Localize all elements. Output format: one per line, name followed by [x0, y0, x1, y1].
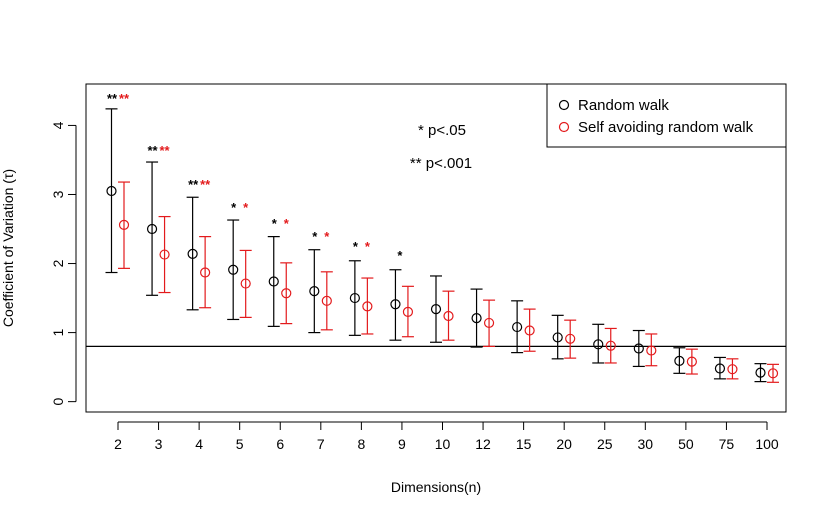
x-axis-label: Dimensions(n): [391, 479, 481, 495]
point-random-walk-20: [552, 332, 563, 343]
x-tick-label-9: 9: [398, 436, 406, 452]
annotation-p001: ** p<.001: [410, 155, 472, 172]
star-self-avoiding-7: *: [324, 229, 330, 244]
x-tick-label-20: 20: [556, 436, 572, 452]
point-random-walk-7: [309, 286, 320, 297]
x-tick-label-100: 100: [755, 436, 779, 452]
x-tick-label-15: 15: [516, 436, 532, 452]
x-tick-label-12: 12: [475, 436, 491, 452]
stars-8: * *: [353, 239, 371, 254]
star-random-walk-4: **: [188, 177, 199, 192]
stars-2: ** **: [107, 91, 130, 106]
x-tick-label-25: 25: [597, 436, 613, 452]
point-self-avoiding-6: [281, 288, 292, 299]
stars-6: * *: [272, 216, 290, 231]
point-self-avoiding-8: [362, 301, 373, 312]
point-random-walk-10: [430, 304, 442, 315]
x-tick-label-30: 30: [638, 436, 654, 452]
point-random-walk-75: [714, 363, 726, 374]
point-random-walk-2: [106, 185, 117, 197]
point-random-walk-9: [390, 299, 401, 310]
x-tick-label-10: 10: [435, 436, 451, 452]
x-tick-label-8: 8: [357, 436, 365, 452]
legend-box: [546, 83, 787, 148]
x-tick-label-7: 7: [317, 436, 325, 452]
point-self-avoiding-30: [646, 345, 657, 356]
stars-7: * *: [312, 229, 330, 244]
star-random-walk-8: *: [353, 239, 359, 254]
point-self-avoiding-9: [402, 306, 414, 317]
point-random-walk-8: [349, 292, 360, 304]
series-layer: [105, 108, 779, 383]
point-random-walk-6: [268, 276, 279, 287]
point-self-avoiding-20: [565, 333, 576, 344]
point-self-avoiding-3: [159, 249, 170, 260]
y-tick-label-3: 3: [50, 190, 66, 198]
point-random-walk-3: [146, 223, 158, 235]
point-self-avoiding-7: [321, 295, 332, 306]
star-self-avoiding-5: *: [243, 200, 249, 215]
series-random-walk: [105, 108, 767, 383]
point-self-avoiding-5: [240, 278, 251, 289]
stars-4: ** **: [188, 177, 211, 192]
star-random-walk-6: *: [272, 216, 278, 231]
stars-5: * *: [231, 200, 249, 215]
y-tick-label-1: 1: [50, 328, 66, 336]
x-tick-label-5: 5: [236, 436, 244, 452]
y-tick-label-0: 0: [50, 398, 66, 406]
star-self-avoiding-6: *: [284, 216, 290, 231]
y-axis-label: Coefficient of Variation (τ): [0, 169, 16, 327]
x-tick-label-50: 50: [678, 436, 694, 452]
point-random-walk-100: [755, 367, 766, 378]
legend-label-self-avoiding: Self avoiding random walk: [578, 119, 754, 136]
point-self-avoiding-10: [443, 310, 454, 322]
star-random-walk-5: *: [231, 200, 237, 215]
legend-marker-random-walk: [558, 99, 570, 111]
plot-frame: [85, 83, 787, 413]
series-self-avoiding: [118, 181, 779, 383]
point-random-walk-50: [674, 355, 685, 367]
x-tick-label-6: 6: [276, 436, 284, 452]
point-random-walk-15: [512, 321, 523, 333]
stars-9: *: [397, 248, 403, 263]
legend-label-random-walk: Random walk: [578, 97, 669, 114]
point-random-walk-5: [228, 264, 239, 275]
point-self-avoiding-100: [767, 368, 779, 379]
point-self-avoiding-50: [686, 356, 697, 367]
point-self-avoiding-75: [727, 364, 738, 375]
star-random-walk-7: *: [312, 229, 318, 244]
legend-marker-self-avoiding: [558, 121, 570, 133]
annotation-p05: * p<.05: [418, 122, 466, 139]
significance-legend: * p<.05 ** p<.001: [410, 122, 472, 172]
point-self-avoiding-4: [200, 267, 211, 278]
star-self-avoiding-4: **: [200, 177, 211, 192]
star-random-walk-2: **: [107, 91, 118, 106]
point-self-avoiding-12: [483, 317, 495, 329]
point-random-walk-4: [187, 248, 198, 259]
y-axis: 0 1 2 3 4: [50, 121, 77, 406]
stars-3: ** **: [148, 143, 171, 158]
point-self-avoiding-15: [524, 325, 535, 336]
point-random-walk-12: [471, 312, 482, 324]
x-axis: 2 3 4 5 6 7 8 9 10 12 15 20 25 30 50 75 100: [114, 421, 779, 452]
star-self-avoiding-2: **: [119, 91, 130, 106]
star-self-avoiding-8: *: [365, 239, 371, 254]
significance-stars: ** **** **** *** ** ** ** **: [107, 91, 403, 263]
legend: Random walk Self avoiding random walk: [546, 83, 787, 148]
y-tick-label-4: 4: [50, 121, 66, 129]
point-self-avoiding-2: [118, 219, 130, 230]
star-random-walk-9: *: [397, 248, 403, 263]
x-tick-label-3: 3: [155, 436, 163, 452]
star-random-walk-3: **: [148, 143, 159, 158]
x-tick-label-75: 75: [719, 436, 735, 452]
point-random-walk-25: [593, 339, 604, 350]
point-self-avoiding-25: [605, 340, 616, 351]
x-tick-label-2: 2: [114, 436, 122, 452]
x-tick-label-4: 4: [195, 436, 203, 452]
y-tick-label-2: 2: [50, 259, 66, 267]
point-random-walk-30: [633, 343, 644, 354]
star-self-avoiding-3: **: [160, 143, 171, 158]
